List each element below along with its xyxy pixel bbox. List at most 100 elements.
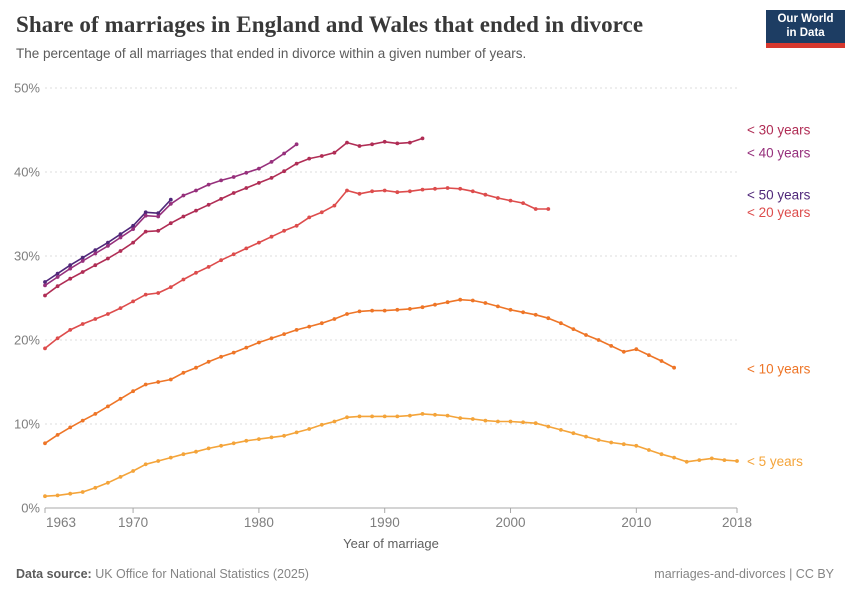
series-point-lt5-2000[interactable] [508,419,513,424]
series-point-lt50-1964[interactable] [55,271,60,276]
series-point-lt50-1969[interactable] [118,232,123,237]
series-point-lt30-1985[interactable] [319,154,324,158]
series-point-lt20-1970[interactable] [131,299,136,304]
series-point-lt30-1967[interactable] [93,263,98,268]
series-point-lt5-1986[interactable] [332,419,337,424]
series-point-lt5-1998[interactable] [483,418,488,423]
series-point-lt5-1992[interactable] [408,413,412,418]
series-point-lt20-1966[interactable] [80,322,85,326]
series-point-lt20-2002[interactable] [533,207,538,211]
series-point-lt5-1966[interactable] [80,490,85,494]
owid-logo[interactable]: Our World in Data [766,10,845,48]
series-point-lt30-1964[interactable] [55,284,60,289]
series-point-lt10-1969[interactable] [118,396,123,401]
series-point-lt40-1963[interactable] [43,283,47,288]
series-point-lt30-1993[interactable] [420,136,425,141]
series-point-lt5-1999[interactable] [496,419,500,424]
series-point-lt5-1965[interactable] [68,491,73,496]
series-label-lt40[interactable]: < 40 years [747,145,811,160]
series-line-lt10[interactable] [44,298,675,444]
series-point-lt10-2012[interactable] [659,359,664,363]
series-point-lt10-2009[interactable] [621,349,626,354]
series-point-lt5-1968[interactable] [106,480,110,485]
series-point-lt40-1977[interactable] [219,178,224,183]
series-point-lt5-1996[interactable] [458,416,463,420]
series-point-lt50-1972[interactable] [156,211,161,216]
series-point-lt10-1988[interactable] [357,309,362,314]
series-point-lt30-1982[interactable] [282,169,286,174]
series-point-lt10-1990[interactable] [382,308,387,313]
series-point-lt20-2001[interactable] [521,201,525,206]
series-point-lt30-1965[interactable] [68,276,73,281]
series-point-lt10-1989[interactable] [370,308,374,313]
series-point-lt30-1970[interactable] [131,240,136,245]
series-point-lt20-1994[interactable] [433,186,437,191]
series-point-lt40-1982[interactable] [282,151,286,156]
series-point-lt40-1978[interactable] [231,175,236,179]
series-point-lt10-2013[interactable] [672,365,676,370]
series-point-lt5-1978[interactable] [231,441,236,446]
series-point-lt30-1986[interactable] [332,150,337,155]
series-point-lt5-2013[interactable] [672,455,676,460]
series-label-lt5[interactable]: < 5 years [747,454,803,469]
series-point-lt50-1967[interactable] [93,248,98,253]
series-point-lt30-1975[interactable] [194,208,198,213]
series-point-lt5-1977[interactable] [219,443,224,448]
series-point-lt10-1975[interactable] [194,365,198,370]
series-point-lt10-2004[interactable] [559,321,563,326]
series-point-lt40-1976[interactable] [206,182,211,187]
series-point-lt20-1971[interactable] [143,292,148,297]
series-point-lt5-2009[interactable] [621,442,626,447]
series-point-lt20-1987[interactable] [345,188,349,193]
series-point-lt20-1976[interactable] [206,265,211,269]
series-point-lt40-1975[interactable] [194,188,198,193]
series-point-lt5-1997[interactable] [470,417,475,421]
series-point-lt5-2018[interactable] [735,459,739,463]
series-point-lt10-1998[interactable] [483,301,488,305]
series-point-lt10-2010[interactable] [634,347,639,352]
series-point-lt10-1964[interactable] [55,433,60,437]
series-point-lt10-2005[interactable] [571,327,576,331]
series-point-lt5-1983[interactable] [294,430,299,435]
series-point-lt5-2017[interactable] [722,458,727,462]
series-point-lt30-1968[interactable] [106,256,110,261]
series-point-lt40-1972[interactable] [156,214,161,219]
series-point-lt20-2000[interactable] [508,198,513,203]
series-point-lt40-1971[interactable] [143,213,148,218]
series-point-lt5-1987[interactable] [345,415,349,420]
series-point-lt30-1966[interactable] [80,270,85,274]
series-point-lt50-1966[interactable] [80,255,85,260]
series-point-lt30-1974[interactable] [181,214,186,219]
series-point-lt20-1986[interactable] [332,203,337,208]
series-point-lt5-1985[interactable] [319,422,324,427]
series-point-lt5-1980[interactable] [257,437,261,441]
series-point-lt10-1979[interactable] [244,345,249,350]
series-point-lt20-1996[interactable] [458,186,463,191]
series-point-lt30-1988[interactable] [357,144,362,148]
series-point-lt20-1968[interactable] [106,312,110,316]
series-point-lt20-1991[interactable] [395,190,400,195]
series-point-lt50-1970[interactable] [131,223,136,228]
series-point-lt5-1991[interactable] [395,414,400,419]
series-point-lt20-1965[interactable] [68,328,73,332]
series-point-lt5-2015[interactable] [697,458,702,462]
series-point-lt10-1982[interactable] [282,332,286,336]
series-point-lt10-1963[interactable] [43,441,47,446]
series-line-lt5[interactable] [44,413,738,497]
series-point-lt20-1981[interactable] [269,234,274,239]
series-point-lt20-1997[interactable] [470,189,475,194]
series-point-lt20-1990[interactable] [382,188,387,193]
series-point-lt20-1975[interactable] [194,270,198,275]
series-point-lt30-1980[interactable] [257,181,261,185]
series-point-lt10-1972[interactable] [156,380,161,384]
series-point-lt10-2000[interactable] [508,307,513,312]
series-point-lt10-1980[interactable] [257,340,261,345]
series-point-lt20-1989[interactable] [370,189,374,194]
series-point-lt10-1971[interactable] [143,382,148,387]
series-point-lt20-1963[interactable] [43,346,47,351]
series-point-lt20-1998[interactable] [483,192,488,197]
series-point-lt5-1967[interactable] [93,485,98,490]
series-point-lt50-1973[interactable] [168,197,173,202]
series-point-lt40-1966[interactable] [80,259,85,263]
series-point-lt5-1963[interactable] [43,494,47,499]
